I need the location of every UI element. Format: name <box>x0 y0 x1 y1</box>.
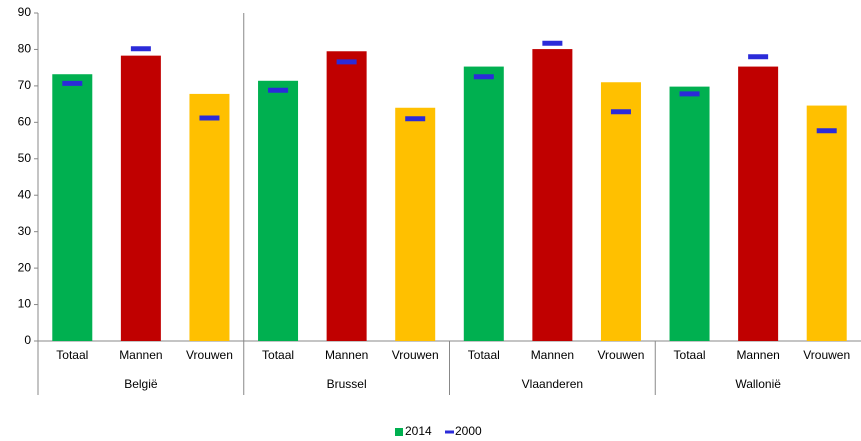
bar <box>52 74 93 341</box>
bar <box>120 55 161 341</box>
x-tick-label: Vrouwen <box>186 348 233 362</box>
legend-label: 2000 <box>455 424 482 438</box>
y-tick-label: 30 <box>18 224 32 238</box>
y-tick-label: 20 <box>18 260 32 274</box>
x-tick-label: Vrouwen <box>803 348 850 362</box>
bar <box>669 86 710 342</box>
legend-label: 2014 <box>405 424 432 438</box>
x-tick-label: Mannen <box>736 348 779 362</box>
group-label: Vlaanderen <box>522 377 583 391</box>
x-tick-label: Totaal <box>468 348 500 362</box>
y-tick-label: 80 <box>18 42 32 56</box>
y-tick-label: 50 <box>18 151 32 165</box>
bar <box>600 82 641 341</box>
y-tick-label: 0 <box>24 333 31 347</box>
x-tick-label: Totaal <box>56 348 88 362</box>
group-label: Wallonië <box>735 377 781 391</box>
group-label: België <box>124 377 158 391</box>
bar <box>395 107 436 341</box>
x-tick-label: Mannen <box>531 348 574 362</box>
bar <box>326 51 367 342</box>
y-tick-label: 10 <box>18 297 32 311</box>
x-tick-label: Vrouwen <box>392 348 439 362</box>
x-tick-label: Mannen <box>325 348 368 362</box>
bar <box>738 66 779 341</box>
x-tick-label: Mannen <box>119 348 162 362</box>
y-tick-label: 70 <box>18 78 32 92</box>
group-label: Brussel <box>327 377 367 391</box>
x-tick-label: Vrouwen <box>597 348 644 362</box>
x-tick-label: Totaal <box>262 348 294 362</box>
legend-marker <box>395 428 403 436</box>
bar <box>532 49 573 341</box>
bar <box>258 80 299 341</box>
y-tick-label: 90 <box>18 5 32 19</box>
y-tick-label: 60 <box>18 115 32 129</box>
bar <box>189 93 230 341</box>
bar <box>463 66 504 341</box>
y-tick-label: 40 <box>18 187 32 201</box>
x-tick-label: Totaal <box>674 348 706 362</box>
bar <box>806 105 847 342</box>
